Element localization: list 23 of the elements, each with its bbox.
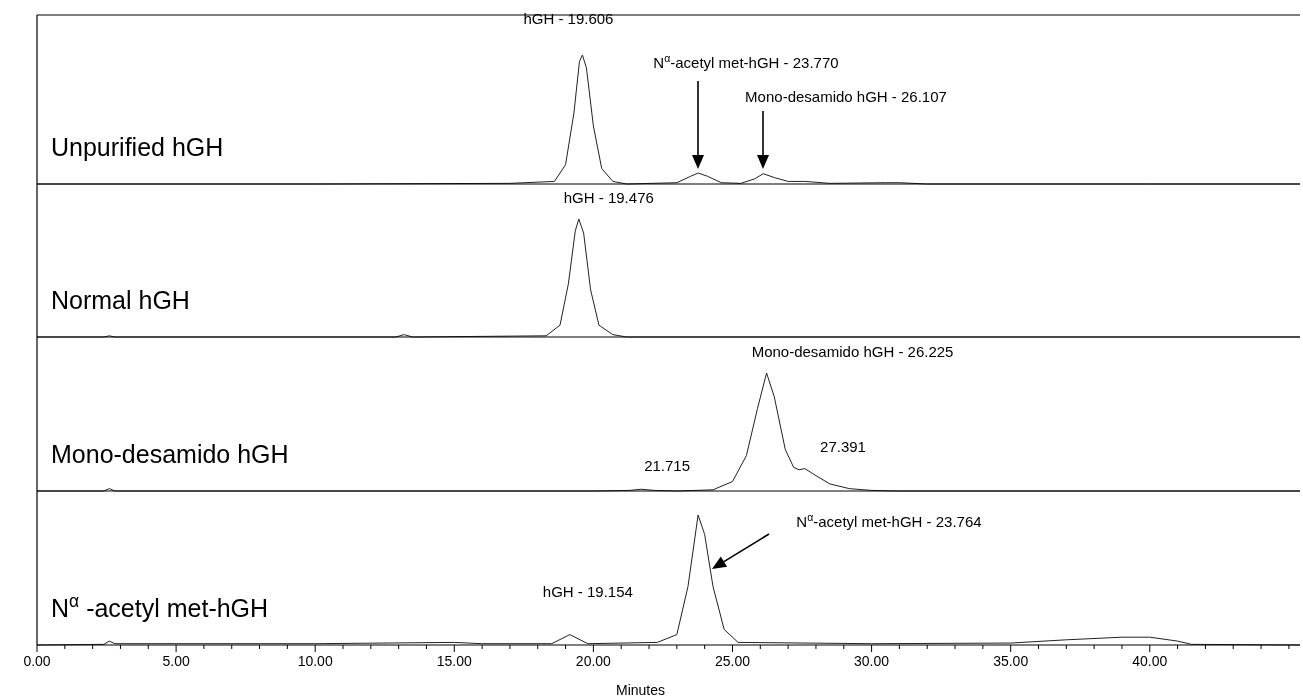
annotation: 21.715 [644,457,691,475]
x-tick-label: 20.00 [575,653,612,669]
annotation: hGH - 19.606 [523,10,614,27]
x-tick-label: 40.00 [1132,653,1168,669]
annotation: hGH - 19.476 [563,189,654,206]
annotation: 27.391 [820,437,866,455]
x-tick-label: 5.00 [162,653,190,669]
annotation: N$^{α}$-acetyl met-hGH - 23.770 [653,52,839,71]
x-tick-label: 25.00 [714,653,751,669]
annotation: Mono-desamido hGH - 26.225 [751,343,954,360]
x-tick-label: 10.00 [297,653,333,669]
annotation: N$^{α}$-acetyl met-hGH - 23.764 [796,511,982,530]
x-tick-label: 30.00 [854,653,890,669]
text: Normal hGH [51,286,190,314]
text: N$^{α}$ -acetyl met-hGH [51,591,269,622]
text: Mono-desamido hGH [51,440,289,468]
text: Unpurified hGH [51,133,224,161]
x-axis-title: Minutes [615,682,666,697]
x-tick-label: 0.00 [23,653,51,669]
x-tick-label: 35.00 [993,653,1029,669]
annotation: Mono-desamido hGH - 26.107 [745,88,947,105]
annotation: hGH - 19.154 [542,582,633,600]
x-tick-label: 15.00 [436,653,473,669]
